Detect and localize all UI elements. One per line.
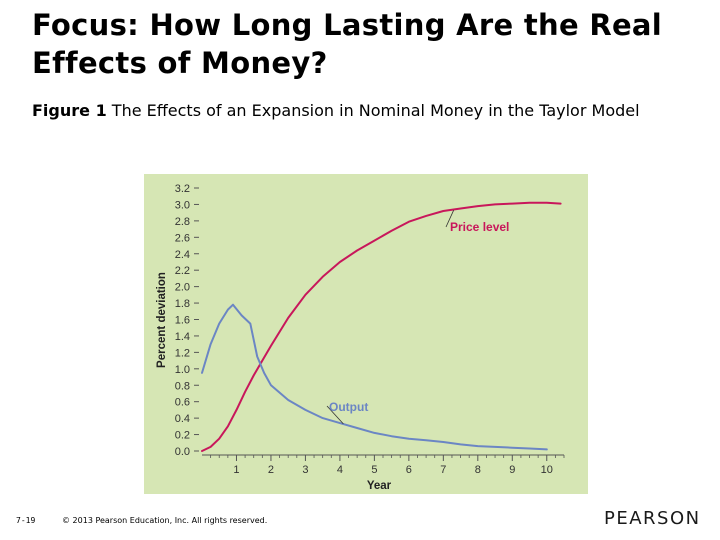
x-axis: 1 2 3 4 5 6 7 8 9 10 [202,454,565,476]
y-tick-label: 2.4 [175,249,190,261]
x-tick-label: 3 [302,464,308,476]
x-tick-label: 8 [475,464,481,476]
y-tick-label: 3.2 [175,183,190,195]
x-tick-label: 7 [440,464,446,476]
figure-caption-text: The Effects of an Expansion in Nominal M… [111,101,640,120]
y-tick-label: 2.0 [175,282,190,294]
series-label-output: Output [329,400,368,414]
publisher-logo: PEARSON [604,508,701,529]
y-tick-label: 3.0 [175,199,190,211]
price-level-leader-line [445,210,455,228]
page-number: 7-19 [16,516,36,525]
x-axis-title: Year [367,480,392,492]
y-tick-label: 2.6 [175,232,190,244]
x-tick-label: 4 [337,464,343,476]
chart-panel: 0.0 0.2 0.4 0.6 0.8 1.0 1.2 1.4 1.6 1.8 2.0 2.2 2.4 2… [144,174,588,494]
y-tick-label: 0.2 [175,430,190,442]
y-tick-label: 1.0 [175,364,190,376]
x-tick-label: 9 [509,464,515,476]
y-tick-label: 0.0 [175,446,190,458]
y-axis-title: Percent deviation [156,272,168,368]
line-chart: 0.0 0.2 0.4 0.6 0.8 1.0 1.2 1.4 1.6 1.8 2.0 2.2 2.4 2… [156,183,565,492]
series-label-price-level: Price level [450,220,509,234]
series-layer [201,201,562,452]
y-tick-label: 2.2 [175,265,190,277]
copyright-notice: © 2013 Pearson Education, Inc. All right… [62,516,268,525]
x-tick-label: 2 [268,464,274,476]
series-line-price-level [201,201,562,452]
y-axis: 0.0 0.2 0.4 0.6 0.8 1.0 1.2 1.4 1.6 1.8 2.0 2.2 2.4 2… [175,183,199,458]
figure-caption: Figure 1 The Effects of an Expansion in … [32,100,672,122]
y-tick-label: 0.6 [175,397,190,409]
y-tick-label: 1.6 [175,315,190,327]
x-tick-label: 1 [233,464,239,476]
series-line-output [201,303,548,451]
y-tick-label: 1.4 [175,331,190,343]
x-tick-label: 10 [541,464,553,476]
output-leader-line [326,405,344,425]
y-tick-label: 0.4 [175,413,190,425]
x-tick-label: 5 [371,464,377,476]
y-tick-label: 1.8 [175,298,190,310]
x-tick-label: 6 [406,464,412,476]
y-tick-label: 0.8 [175,380,190,392]
slide-title: Focus: How Long Lasting Are the Real Eff… [32,8,663,80]
figure-number: Figure 1 [32,101,107,120]
y-tick-label: 1.2 [175,347,190,359]
y-tick-label: 2.8 [175,216,190,228]
